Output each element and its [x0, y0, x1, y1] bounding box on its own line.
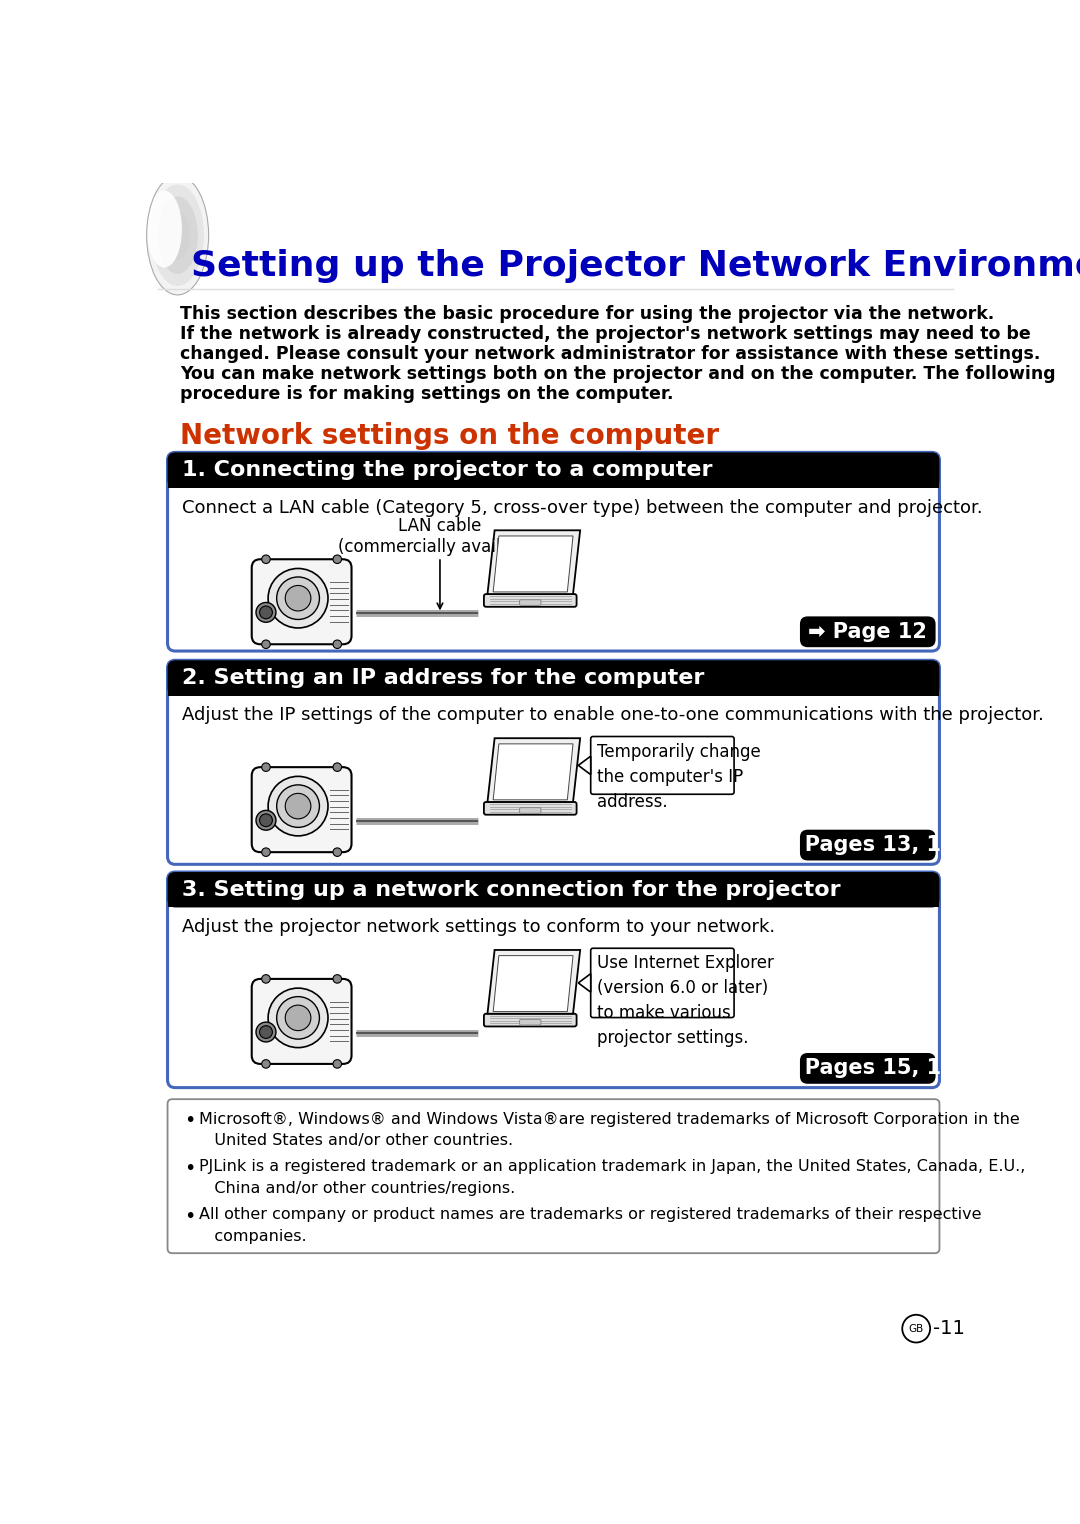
Circle shape — [333, 555, 341, 564]
Circle shape — [261, 640, 270, 649]
Text: procedure is for making settings on the computer.: procedure is for making settings on the … — [180, 384, 674, 402]
Text: Use Internet Explorer
(version 6.0 or later)
to make various
projector settings.: Use Internet Explorer (version 6.0 or la… — [597, 954, 773, 1047]
Ellipse shape — [147, 190, 181, 268]
FancyBboxPatch shape — [167, 1099, 940, 1253]
FancyBboxPatch shape — [484, 802, 577, 815]
Text: 3. Setting up a network connection for the projector: 3. Setting up a network connection for t… — [181, 879, 840, 899]
Circle shape — [261, 555, 270, 564]
Text: •: • — [185, 1111, 195, 1131]
Circle shape — [333, 847, 341, 856]
FancyBboxPatch shape — [800, 1053, 935, 1084]
Circle shape — [276, 785, 320, 828]
Circle shape — [261, 764, 270, 771]
Polygon shape — [487, 738, 580, 802]
Circle shape — [276, 578, 320, 619]
Text: GB: GB — [908, 1324, 923, 1334]
Ellipse shape — [158, 197, 198, 274]
Bar — [167, 890, 940, 907]
FancyBboxPatch shape — [800, 829, 935, 861]
Polygon shape — [494, 956, 573, 1012]
Circle shape — [333, 975, 341, 983]
Polygon shape — [494, 536, 573, 591]
Text: You can make network settings both on the projector and on the computer. The fol: You can make network settings both on th… — [180, 364, 1055, 383]
Ellipse shape — [165, 212, 190, 259]
Bar — [167, 469, 940, 488]
FancyBboxPatch shape — [519, 1020, 541, 1026]
Polygon shape — [487, 949, 580, 1013]
Text: ➡ Pages 13, 14: ➡ Pages 13, 14 — [780, 835, 956, 855]
Text: 1. Connecting the projector to a computer: 1. Connecting the projector to a compute… — [181, 460, 712, 480]
FancyBboxPatch shape — [167, 453, 940, 488]
Circle shape — [268, 568, 328, 628]
Circle shape — [261, 975, 270, 983]
FancyBboxPatch shape — [591, 948, 734, 1018]
FancyBboxPatch shape — [484, 1013, 577, 1027]
FancyBboxPatch shape — [252, 978, 351, 1064]
FancyBboxPatch shape — [484, 594, 577, 607]
Circle shape — [259, 1026, 272, 1038]
Bar — [167, 678, 940, 695]
FancyBboxPatch shape — [519, 808, 541, 814]
FancyBboxPatch shape — [800, 616, 935, 648]
FancyBboxPatch shape — [167, 660, 940, 695]
Text: Setting up the Projector Network Environment: Setting up the Projector Network Environ… — [191, 248, 1080, 283]
FancyBboxPatch shape — [519, 600, 541, 605]
Text: Network settings on the computer: Network settings on the computer — [180, 422, 719, 450]
Polygon shape — [578, 756, 591, 774]
FancyBboxPatch shape — [252, 559, 351, 645]
Text: This section describes the basic procedure for using the projector via the netwo: This section describes the basic procedu… — [180, 305, 995, 323]
Text: 2. Setting an IP address for the computer: 2. Setting an IP address for the compute… — [181, 668, 704, 687]
Circle shape — [333, 764, 341, 771]
Circle shape — [902, 1315, 930, 1343]
FancyBboxPatch shape — [591, 736, 734, 794]
Circle shape — [256, 1023, 276, 1042]
Circle shape — [268, 988, 328, 1047]
Text: ➡ Page 12: ➡ Page 12 — [808, 622, 928, 642]
Circle shape — [256, 811, 276, 831]
Text: PJLink is a registered trademark or an application trademark in Japan, the Unite: PJLink is a registered trademark or an a… — [199, 1160, 1025, 1196]
Ellipse shape — [151, 184, 204, 287]
Text: If the network is already constructed, the projector's network settings may need: If the network is already constructed, t… — [180, 325, 1030, 343]
Text: Adjust the IP settings of the computer to enable one-to-one communications with : Adjust the IP settings of the computer t… — [181, 707, 1043, 724]
Text: Temporarily change
the computer's IP
address.: Temporarily change the computer's IP add… — [597, 742, 760, 811]
Text: ➡ Pages 15, 16: ➡ Pages 15, 16 — [780, 1058, 956, 1079]
FancyBboxPatch shape — [252, 767, 351, 852]
Text: changed. Please consult your network administrator for assistance with these set: changed. Please consult your network adm… — [180, 344, 1040, 363]
Circle shape — [285, 794, 311, 818]
Circle shape — [333, 1059, 341, 1068]
FancyBboxPatch shape — [167, 872, 940, 1088]
FancyBboxPatch shape — [167, 872, 940, 907]
Text: All other company or product names are trademarks or registered trademarks of th: All other company or product names are t… — [199, 1207, 981, 1244]
FancyBboxPatch shape — [167, 453, 940, 651]
Text: Adjust the projector network settings to conform to your network.: Adjust the projector network settings to… — [181, 919, 774, 936]
Circle shape — [256, 602, 276, 622]
Circle shape — [268, 776, 328, 835]
Ellipse shape — [147, 175, 208, 296]
Text: Connect a LAN cable (Category 5, cross-over type) between the computer and proje: Connect a LAN cable (Category 5, cross-o… — [181, 498, 982, 517]
Text: •: • — [185, 1207, 195, 1225]
Text: Microsoft®, Windows® and Windows Vista®are registered trademarks of Microsoft Co: Microsoft®, Windows® and Windows Vista®a… — [199, 1111, 1020, 1148]
Circle shape — [276, 997, 320, 1039]
Circle shape — [259, 814, 272, 826]
Text: •: • — [185, 1160, 195, 1178]
Polygon shape — [494, 744, 573, 800]
Circle shape — [285, 585, 311, 611]
Circle shape — [259, 607, 272, 619]
FancyBboxPatch shape — [167, 660, 940, 864]
Circle shape — [261, 1059, 270, 1068]
Text: ‑11: ‑11 — [933, 1320, 966, 1338]
Polygon shape — [578, 974, 591, 992]
Polygon shape — [487, 530, 580, 594]
Circle shape — [285, 1006, 311, 1030]
Text: LAN cable
(commercially available): LAN cable (commercially available) — [338, 517, 542, 556]
Circle shape — [261, 847, 270, 856]
Circle shape — [333, 640, 341, 649]
